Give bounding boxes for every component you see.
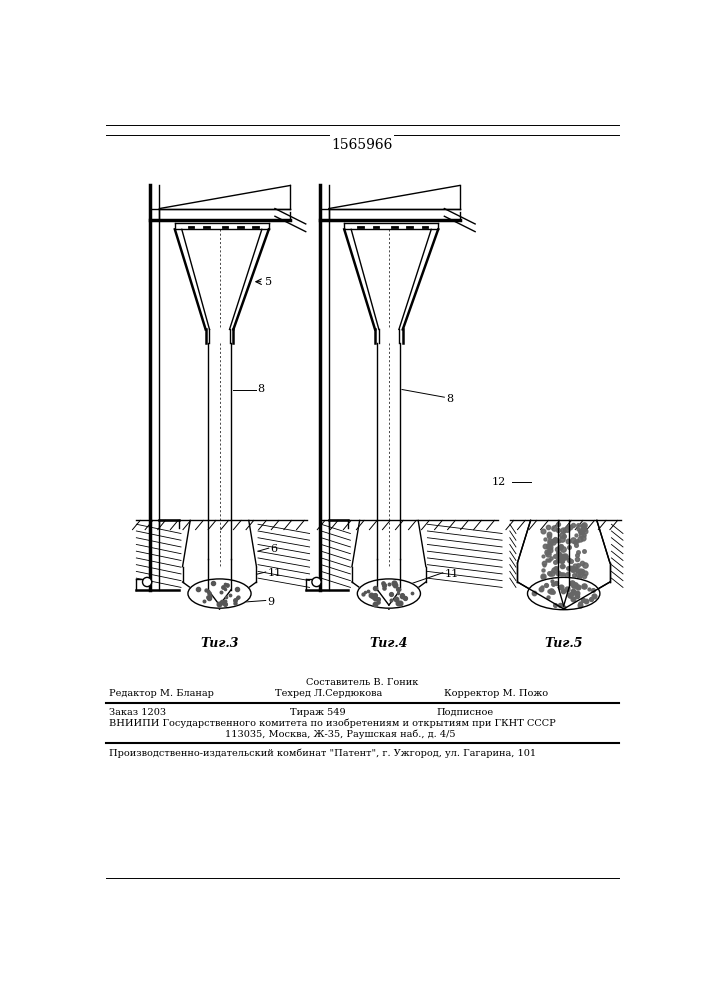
Text: Техред Л.Сердюкова: Техред Л.Сердюкова — [275, 689, 382, 698]
Text: 12: 12 — [491, 477, 506, 487]
Text: Заказ 1203: Заказ 1203 — [110, 708, 167, 717]
Ellipse shape — [357, 579, 421, 608]
Text: Τиг.5: Τиг.5 — [544, 637, 583, 650]
Text: 113035, Москва, Ж-35, Раушская наб., д. 4/5: 113035, Москва, Ж-35, Раушская наб., д. … — [225, 730, 455, 739]
Text: 1565966: 1565966 — [332, 138, 392, 152]
Text: 9: 9 — [267, 597, 274, 607]
Text: Τиг.3: Τиг.3 — [200, 637, 239, 650]
Ellipse shape — [527, 577, 600, 610]
Text: Редактор М. Бланар: Редактор М. Бланар — [110, 689, 214, 698]
Circle shape — [143, 577, 152, 587]
Text: Производственно-издательский комбинат "Патент", г. Ужгород, ул. Гагарина, 101: Производственно-издательский комбинат "П… — [110, 748, 537, 758]
Text: ВНИИПИ Государственного комитета по изобретениям и открытиям при ГКНТ СССР: ВНИИПИ Государственного комитета по изоб… — [110, 719, 556, 728]
Text: 8: 8 — [257, 384, 264, 394]
Circle shape — [312, 577, 321, 587]
Text: Подписное: Подписное — [437, 708, 493, 717]
Text: 5: 5 — [265, 277, 272, 287]
Text: 11: 11 — [267, 568, 281, 578]
Text: Составитель В. Гоник: Составитель В. Гоник — [305, 678, 418, 687]
Ellipse shape — [188, 579, 251, 608]
Text: Τиг.4: Τиг.4 — [370, 637, 408, 650]
Text: Тираж 549: Тираж 549 — [291, 708, 346, 717]
Text: 6: 6 — [270, 544, 277, 554]
Text: 11: 11 — [444, 569, 459, 579]
Text: Корректор М. Пожо: Корректор М. Пожо — [444, 689, 549, 698]
Text: 8: 8 — [446, 394, 453, 404]
